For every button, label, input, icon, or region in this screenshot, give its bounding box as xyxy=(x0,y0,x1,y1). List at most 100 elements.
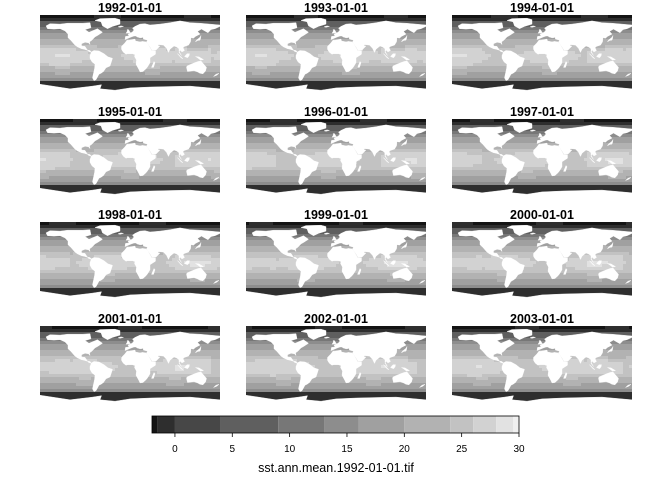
sst-cell xyxy=(273,39,277,43)
sst-cell xyxy=(55,21,59,25)
sst-cell xyxy=(261,15,265,19)
sst-cell xyxy=(46,78,50,82)
sst-cell xyxy=(479,39,483,43)
sst-cell xyxy=(154,15,158,19)
sst-cell xyxy=(205,51,209,55)
sst-cell xyxy=(106,81,110,85)
sst-cell xyxy=(321,57,325,61)
sst-cell xyxy=(414,60,418,64)
sst-cell xyxy=(575,48,579,52)
sst-cell xyxy=(315,33,319,37)
sst-cell xyxy=(205,69,209,73)
sst-cell xyxy=(345,78,349,82)
land-mass xyxy=(300,17,327,29)
sst-cell xyxy=(315,45,319,49)
sst-cell xyxy=(530,39,534,43)
sst-cell xyxy=(261,30,265,34)
sst-cell xyxy=(46,48,50,52)
sst-cell xyxy=(49,18,53,22)
sst-cell xyxy=(249,75,253,79)
sst-cell xyxy=(121,75,125,79)
sst-cell xyxy=(327,15,331,19)
sst-cell xyxy=(294,54,298,58)
sst-cell xyxy=(345,81,349,85)
sst-cell xyxy=(557,69,561,73)
sst-cell xyxy=(327,87,331,91)
sst-cell xyxy=(572,84,576,88)
sst-cell xyxy=(491,75,495,79)
sst-cell xyxy=(473,18,477,22)
sst-cell xyxy=(285,81,289,85)
sst-cell xyxy=(599,63,603,67)
sst-cell xyxy=(512,84,516,88)
sst-cell xyxy=(70,60,74,64)
sst-cell xyxy=(423,78,426,82)
sst-cell xyxy=(381,69,385,73)
sst-cell xyxy=(118,60,122,64)
land-mass xyxy=(177,53,184,59)
sst-cell xyxy=(321,15,325,19)
sst-cell xyxy=(208,51,212,55)
sst-cell xyxy=(130,57,134,61)
sst-cell xyxy=(458,48,462,52)
sst-cell xyxy=(190,57,194,61)
sst-cell xyxy=(273,78,277,82)
sst-cell xyxy=(611,33,615,37)
sst-cell xyxy=(267,75,271,79)
sst-cell xyxy=(464,54,468,58)
sst-cell xyxy=(73,78,77,82)
sst-cell xyxy=(211,48,215,52)
sst-cell xyxy=(557,18,561,22)
sst-cell xyxy=(46,60,50,64)
sst-cell xyxy=(363,63,367,67)
sst-cell xyxy=(40,66,44,70)
sst-cell xyxy=(61,36,65,40)
sst-cell xyxy=(572,48,576,52)
sst-cell xyxy=(503,24,507,28)
sst-cell xyxy=(414,45,418,49)
sst-cell xyxy=(482,18,486,22)
sst-cell xyxy=(378,60,382,64)
sst-cell xyxy=(79,60,83,64)
sst-cell xyxy=(270,42,274,46)
sst-cell xyxy=(518,51,522,55)
sst-cell xyxy=(402,81,406,85)
sst-cell xyxy=(467,78,471,82)
sst-cell xyxy=(58,63,62,67)
sst-cell xyxy=(208,75,212,79)
sst-cell xyxy=(82,54,86,58)
sst-cell xyxy=(187,57,191,61)
sst-cell xyxy=(49,15,53,19)
sst-cell xyxy=(118,54,122,58)
land-mass xyxy=(89,50,113,81)
sst-cell xyxy=(246,15,250,19)
sst-cell xyxy=(318,51,322,55)
sst-cell xyxy=(136,18,140,22)
sst-cell xyxy=(524,33,528,37)
sst-cell xyxy=(115,57,119,61)
sst-cell xyxy=(127,63,131,67)
sst-cell xyxy=(599,78,603,82)
sst-cell xyxy=(264,51,268,55)
sst-cell xyxy=(178,18,182,22)
sst-cell xyxy=(620,36,624,40)
sst-cell xyxy=(605,54,609,58)
sst-cell xyxy=(408,72,412,76)
land-mass xyxy=(295,50,319,81)
sst-cell xyxy=(309,81,313,85)
sst-cell xyxy=(524,84,528,88)
sst-cell xyxy=(536,24,540,28)
sst-cell xyxy=(55,39,59,43)
sst-cell xyxy=(82,72,86,76)
sst-cell xyxy=(294,78,298,82)
sst-cell xyxy=(67,57,71,61)
sst-cell xyxy=(560,63,564,67)
sst-cell xyxy=(124,78,128,82)
sst-cell xyxy=(369,72,373,76)
sst-cell xyxy=(578,15,582,19)
sst-cell xyxy=(112,48,116,52)
sst-cell xyxy=(629,45,632,49)
sst-cell xyxy=(393,72,397,76)
sst-cell xyxy=(629,21,632,25)
sst-cell xyxy=(112,42,116,46)
